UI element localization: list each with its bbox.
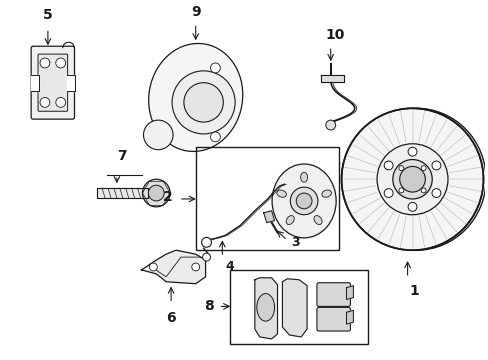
Circle shape bbox=[407, 202, 416, 211]
Circle shape bbox=[431, 189, 440, 198]
Circle shape bbox=[143, 120, 173, 150]
Circle shape bbox=[376, 144, 447, 215]
Circle shape bbox=[210, 63, 220, 73]
Ellipse shape bbox=[271, 164, 335, 238]
Ellipse shape bbox=[276, 190, 286, 197]
Text: 3: 3 bbox=[291, 236, 299, 249]
Circle shape bbox=[142, 179, 170, 207]
Polygon shape bbox=[263, 211, 274, 222]
FancyBboxPatch shape bbox=[316, 307, 350, 331]
Polygon shape bbox=[66, 75, 74, 91]
Circle shape bbox=[201, 237, 211, 247]
Ellipse shape bbox=[313, 216, 322, 225]
Ellipse shape bbox=[321, 190, 331, 197]
Circle shape bbox=[210, 132, 220, 142]
Circle shape bbox=[202, 253, 210, 261]
FancyBboxPatch shape bbox=[38, 54, 67, 111]
Circle shape bbox=[420, 166, 425, 171]
FancyBboxPatch shape bbox=[31, 46, 74, 119]
Circle shape bbox=[183, 83, 223, 122]
Text: 7: 7 bbox=[117, 149, 126, 163]
Text: 8: 8 bbox=[203, 300, 213, 314]
Polygon shape bbox=[97, 188, 148, 198]
Circle shape bbox=[431, 161, 440, 170]
Polygon shape bbox=[31, 75, 39, 91]
Polygon shape bbox=[254, 278, 277, 339]
Polygon shape bbox=[346, 310, 353, 324]
Ellipse shape bbox=[300, 172, 307, 182]
Bar bbox=[230, 270, 367, 344]
Circle shape bbox=[290, 187, 317, 215]
Circle shape bbox=[398, 188, 403, 193]
Text: 2: 2 bbox=[163, 190, 173, 204]
Ellipse shape bbox=[256, 293, 274, 321]
FancyBboxPatch shape bbox=[316, 283, 350, 306]
Circle shape bbox=[341, 108, 483, 250]
Text: 1: 1 bbox=[409, 284, 419, 298]
Polygon shape bbox=[282, 279, 306, 337]
Circle shape bbox=[398, 166, 403, 171]
Ellipse shape bbox=[285, 216, 294, 225]
Text: 9: 9 bbox=[190, 5, 200, 19]
Circle shape bbox=[296, 193, 311, 209]
Circle shape bbox=[56, 98, 65, 107]
Circle shape bbox=[40, 58, 50, 68]
Circle shape bbox=[191, 263, 199, 271]
Ellipse shape bbox=[148, 44, 242, 152]
Circle shape bbox=[148, 185, 164, 201]
Circle shape bbox=[172, 71, 235, 134]
Polygon shape bbox=[320, 75, 343, 82]
Polygon shape bbox=[141, 250, 205, 284]
Circle shape bbox=[384, 189, 392, 198]
Circle shape bbox=[384, 161, 392, 170]
Bar bbox=[195, 147, 338, 250]
Circle shape bbox=[399, 166, 425, 192]
Text: 6: 6 bbox=[166, 311, 176, 325]
Circle shape bbox=[325, 120, 335, 130]
Circle shape bbox=[392, 159, 431, 199]
Text: 4: 4 bbox=[225, 260, 234, 273]
Circle shape bbox=[56, 58, 65, 68]
Text: 10: 10 bbox=[325, 28, 344, 42]
Circle shape bbox=[40, 98, 50, 107]
Circle shape bbox=[420, 188, 425, 193]
Circle shape bbox=[407, 147, 416, 156]
Text: 5: 5 bbox=[43, 8, 53, 22]
Polygon shape bbox=[346, 286, 353, 300]
Circle shape bbox=[149, 263, 157, 271]
